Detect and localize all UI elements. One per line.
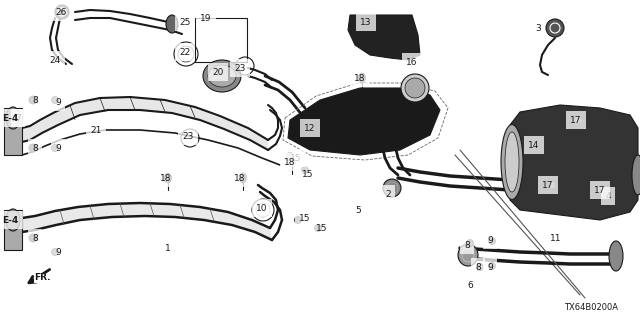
Text: 8: 8 — [464, 241, 470, 250]
Text: 22: 22 — [179, 47, 191, 57]
Text: 15: 15 — [300, 213, 311, 222]
Ellipse shape — [505, 132, 519, 192]
Ellipse shape — [632, 155, 640, 195]
Text: 9: 9 — [55, 98, 61, 107]
Text: 18: 18 — [234, 173, 246, 182]
Ellipse shape — [294, 217, 301, 223]
Text: 5: 5 — [355, 205, 361, 214]
Ellipse shape — [166, 15, 178, 33]
Ellipse shape — [488, 237, 495, 244]
Text: 26: 26 — [55, 7, 67, 17]
Ellipse shape — [574, 116, 582, 124]
Polygon shape — [22, 203, 272, 240]
Text: 25: 25 — [179, 18, 191, 27]
Text: E-4: E-4 — [2, 215, 18, 225]
Ellipse shape — [51, 145, 58, 151]
Ellipse shape — [289, 157, 296, 167]
Ellipse shape — [55, 5, 69, 19]
Text: 1: 1 — [165, 244, 171, 252]
Text: 17: 17 — [570, 116, 582, 124]
Text: 2: 2 — [385, 189, 391, 198]
Text: 8: 8 — [32, 95, 38, 105]
Text: 14: 14 — [528, 140, 540, 149]
Text: 6: 6 — [467, 281, 473, 290]
Text: 18: 18 — [355, 74, 365, 83]
Ellipse shape — [358, 73, 365, 83]
Text: 9: 9 — [487, 262, 493, 271]
Polygon shape — [22, 97, 268, 150]
Text: FR.: FR. — [34, 274, 51, 283]
Ellipse shape — [6, 209, 20, 231]
Ellipse shape — [164, 173, 172, 183]
Text: 10: 10 — [256, 204, 268, 212]
Polygon shape — [348, 15, 420, 60]
Ellipse shape — [467, 239, 474, 246]
Ellipse shape — [6, 107, 20, 129]
Text: 12: 12 — [304, 124, 316, 132]
Text: 15: 15 — [316, 223, 328, 233]
Polygon shape — [288, 88, 440, 155]
Text: 8: 8 — [32, 143, 38, 153]
Ellipse shape — [546, 19, 564, 37]
Text: 9: 9 — [487, 236, 493, 244]
Text: 15: 15 — [302, 170, 314, 179]
Polygon shape — [4, 108, 22, 155]
Text: 8: 8 — [32, 234, 38, 243]
Text: 13: 13 — [360, 18, 372, 27]
Text: 23: 23 — [182, 132, 194, 140]
Polygon shape — [4, 210, 22, 250]
Text: 15: 15 — [291, 154, 301, 163]
Ellipse shape — [501, 124, 523, 199]
Text: E-4: E-4 — [2, 114, 18, 123]
Text: 21: 21 — [90, 125, 102, 134]
Text: 7: 7 — [15, 114, 21, 123]
Ellipse shape — [208, 65, 236, 87]
Text: 18: 18 — [160, 173, 172, 182]
Text: 24: 24 — [49, 55, 61, 65]
Ellipse shape — [401, 74, 429, 102]
Ellipse shape — [51, 97, 58, 103]
Ellipse shape — [29, 234, 37, 242]
Text: 4: 4 — [605, 191, 611, 201]
Ellipse shape — [458, 244, 478, 266]
Ellipse shape — [29, 144, 37, 152]
Text: 8: 8 — [475, 262, 481, 271]
Ellipse shape — [287, 153, 294, 159]
Ellipse shape — [203, 60, 241, 92]
Ellipse shape — [301, 166, 308, 173]
Text: 23: 23 — [234, 63, 246, 73]
Ellipse shape — [596, 186, 604, 194]
Polygon shape — [510, 105, 638, 220]
Text: 11: 11 — [550, 234, 562, 243]
Text: 3: 3 — [535, 23, 541, 33]
Text: 9: 9 — [55, 247, 61, 257]
Ellipse shape — [314, 225, 321, 231]
Text: 17: 17 — [595, 186, 605, 195]
Ellipse shape — [548, 181, 556, 189]
Text: TX64B0200A: TX64B0200A — [564, 303, 618, 312]
Text: 16: 16 — [406, 58, 418, 67]
Text: 18: 18 — [284, 157, 296, 166]
Ellipse shape — [477, 263, 483, 270]
Ellipse shape — [488, 262, 495, 269]
Ellipse shape — [405, 78, 425, 98]
Ellipse shape — [239, 173, 246, 183]
Ellipse shape — [609, 241, 623, 271]
Text: 19: 19 — [200, 13, 212, 22]
Ellipse shape — [29, 96, 37, 104]
Text: 17: 17 — [542, 180, 554, 189]
Text: 9: 9 — [55, 143, 61, 153]
Text: 20: 20 — [212, 68, 224, 76]
Ellipse shape — [51, 249, 58, 255]
Ellipse shape — [383, 179, 401, 197]
